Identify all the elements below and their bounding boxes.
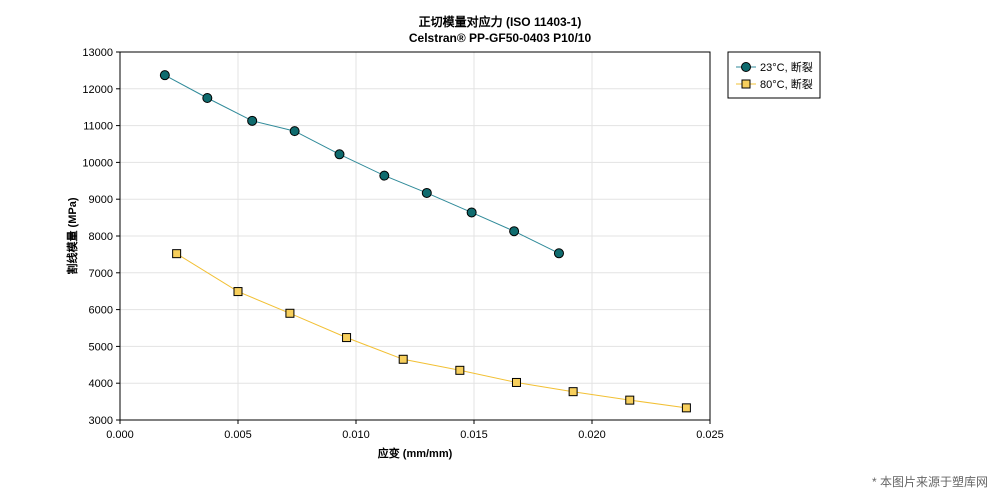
x-axis: 0.000 0.005 0.010 0.015 0.020 0.025 [106,420,724,441]
series-line [176,253,687,409]
x-tick-label: 0.025 [696,429,724,441]
legend-item-2: 80°C, 断裂 [736,77,813,91]
y-tick-label: 10000 [82,157,113,169]
data-point [202,93,213,103]
data-point [509,226,520,237]
legend-box [727,51,821,99]
data-point [625,395,635,405]
legend: 23°C, 断裂 80°C, 断裂 [727,51,821,99]
y-axis: 3000 4000 5000 6000 7000 8000 9000 10000 11000 12… [82,47,120,427]
x-axis-label: 应变 (mm/mm) [378,446,453,460]
series-2 [172,249,691,413]
data-point [159,70,170,81]
data-point [172,249,182,259]
data-point [398,354,408,364]
x-tick-label: 0.015 [460,429,488,441]
series-1 [159,70,564,259]
data-point [568,387,578,397]
y-tick-label: 4000 [89,378,113,390]
y-tick-label: 13000 [82,47,113,59]
series-line [164,74,560,254]
y-tick-label: 9000 [89,194,113,206]
data-point [233,287,243,297]
watermark-text: * 本图片来源于塑库网 [872,474,988,489]
y-axis-label: 割线模量 (MPa) [65,197,79,274]
data-point [379,170,390,181]
data-point [466,207,477,218]
legend-label: 23°C, 断裂 [760,60,813,74]
x-tick-label: 0.010 [342,429,370,441]
data-point [681,403,691,413]
data-point [285,308,295,318]
y-tick-label: 11000 [83,121,113,133]
x-tick-label: 0.020 [578,429,606,441]
legend-item-1: 23°C, 断裂 [736,60,813,74]
y-tick-label: 8000 [89,231,113,243]
grid [120,52,710,420]
data-point [247,115,258,126]
legend-marker [741,62,751,72]
legend-marker [741,79,751,89]
y-tick-label: 5000 [89,341,113,353]
data-point [421,187,432,198]
data-point [289,126,300,137]
x-tick-label: 0.005 [224,429,252,441]
data-point [334,149,345,160]
chart-subtitle: Celstran® PP-GF50-0403 P10/10 [409,31,592,45]
y-tick-label: 6000 [89,305,113,317]
series-group [159,70,691,413]
y-tick-label: 12000 [82,84,113,96]
data-point [553,248,564,259]
data-point [342,333,352,343]
data-point [455,365,465,375]
chart-title: 正切模量对应力 (ISO 11403-1) [419,14,582,29]
data-point [511,377,521,387]
x-tick-label: 0.000 [106,429,134,441]
y-tick-label: 7000 [89,268,113,280]
legend-label: 80°C, 断裂 [760,77,813,91]
y-tick-label: 3000 [89,415,113,427]
